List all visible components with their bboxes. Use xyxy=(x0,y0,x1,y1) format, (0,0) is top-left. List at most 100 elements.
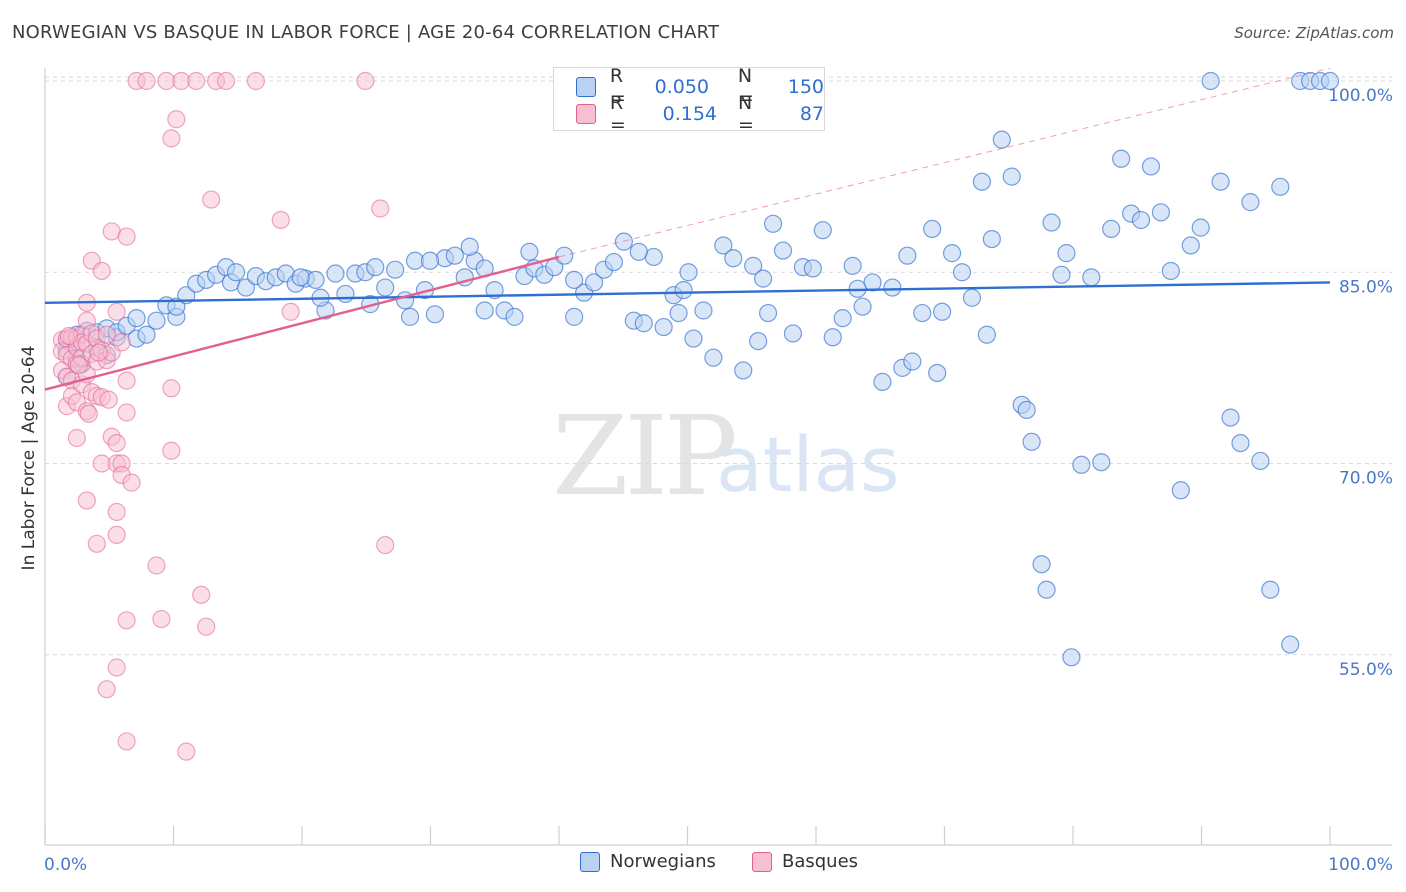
basque-point xyxy=(152,609,171,629)
norwegian-point xyxy=(1042,213,1061,232)
basques-n-value: 87 xyxy=(799,103,824,125)
axes xyxy=(44,68,1392,846)
norwegian-point xyxy=(326,264,345,283)
norwegian-point xyxy=(1320,71,1340,91)
norwegian-point xyxy=(853,297,872,316)
basques-swatch xyxy=(576,104,596,124)
norwegian-point xyxy=(629,242,648,261)
basque-point xyxy=(117,227,136,246)
norwegian-point xyxy=(654,317,673,337)
basque-point xyxy=(99,390,118,409)
basque-point xyxy=(117,732,136,751)
basque-point xyxy=(177,742,196,761)
basque-point xyxy=(107,525,126,545)
norwegian-point xyxy=(903,352,922,371)
basque-point xyxy=(356,71,375,91)
basque-point xyxy=(117,371,136,390)
norwegian-point xyxy=(137,325,156,344)
legend-row-basques: R = 0.154 N = 87 xyxy=(576,92,824,136)
basques-legend-label: Basques xyxy=(782,851,859,872)
norwegians-n-label: N = xyxy=(737,65,754,109)
basque-point xyxy=(87,534,106,553)
norwegian-point xyxy=(460,237,479,256)
basque-point xyxy=(112,333,131,352)
basque-point xyxy=(162,379,181,398)
basque-point xyxy=(162,129,181,148)
norwegian-point xyxy=(1057,244,1076,263)
norwegian-point xyxy=(724,249,743,268)
norwegians-r-label: R = xyxy=(609,65,626,109)
norwegians-r-value: 0.050 xyxy=(654,76,710,98)
norwegian-point xyxy=(962,288,982,307)
norwegian-point xyxy=(420,251,440,270)
norwegian-point xyxy=(1102,219,1121,238)
norwegian-point xyxy=(1032,555,1051,574)
norwegian-point xyxy=(684,329,703,348)
norwegian-point xyxy=(873,372,892,391)
norwegian-point xyxy=(376,278,395,297)
y-axis-title: In Labor Force | Age 20-64 xyxy=(19,346,39,571)
norwegian-point xyxy=(306,270,325,289)
norwegian-point xyxy=(1261,580,1280,599)
norwegian-point xyxy=(485,281,504,300)
correlation-legend: R = 0.050 N = 150 R = 0.154 N = 87 xyxy=(553,65,825,136)
norwegian-point xyxy=(1052,265,1071,284)
basque-point xyxy=(117,403,136,422)
y-tick-label: 70.0% xyxy=(1339,469,1393,489)
axis-labels: 55.0% 70.0% 85.0% 100.0% 0.0% 100.0% In Labor … xyxy=(19,86,1393,875)
norwegian-point xyxy=(928,363,947,383)
norwegian-point xyxy=(565,270,584,289)
norwegian-point xyxy=(783,324,803,343)
basque-point xyxy=(137,71,156,91)
y-tick-label: 55.0% xyxy=(1339,660,1393,680)
basque-point xyxy=(97,680,116,699)
norwegian-point xyxy=(604,252,624,272)
norwegian-point xyxy=(982,230,1001,249)
norwegian-point xyxy=(898,246,917,265)
basques-r-label: R = xyxy=(609,92,626,136)
norwegian-point xyxy=(1131,210,1151,230)
norwegian-point xyxy=(226,263,246,282)
norwegian-point xyxy=(1281,635,1300,654)
norwegian-point xyxy=(425,305,445,324)
source-credit: Source: ZipAtlas.com xyxy=(1234,24,1394,42)
gridlines xyxy=(45,76,1392,656)
basque-point xyxy=(371,199,390,218)
norwegian-point xyxy=(1171,481,1190,500)
basques-r-value: 0.154 xyxy=(662,103,718,125)
norwegian-point xyxy=(679,263,698,282)
norwegian-point xyxy=(773,241,793,260)
norwegian-point xyxy=(520,242,539,261)
basque-point xyxy=(107,302,126,321)
norwegian-point xyxy=(977,325,996,344)
basque-point xyxy=(271,210,290,230)
basque-point xyxy=(197,617,216,636)
norwegian-point xyxy=(813,221,832,240)
norwegian-point xyxy=(823,328,842,347)
basque-point xyxy=(147,556,166,575)
norwegian-point xyxy=(763,214,783,233)
norwegian-point xyxy=(803,259,822,278)
norwegians-swatch xyxy=(576,77,596,97)
norwegian-point xyxy=(1161,261,1180,281)
norwegian-point xyxy=(669,303,688,323)
basques-legend-swatch xyxy=(752,851,772,872)
norwegian-point xyxy=(400,307,420,326)
norwegian-point xyxy=(749,332,768,351)
norwegian-point xyxy=(634,314,653,333)
basque-point xyxy=(92,261,111,281)
basques-points xyxy=(52,71,395,761)
norwegians-n-value: 150 xyxy=(787,76,824,98)
norwegian-point xyxy=(475,301,494,320)
basque-point xyxy=(97,325,116,344)
norwegians-legend-label: Norwegians xyxy=(610,851,716,872)
norwegian-point xyxy=(883,278,902,297)
norwegian-point xyxy=(505,307,524,326)
basques-trend-line xyxy=(44,255,560,391)
norwegian-point xyxy=(923,219,942,238)
norwegian-point xyxy=(1211,172,1230,191)
basque-point xyxy=(187,71,206,91)
basque-point xyxy=(69,356,88,375)
norwegian-point xyxy=(843,256,862,275)
